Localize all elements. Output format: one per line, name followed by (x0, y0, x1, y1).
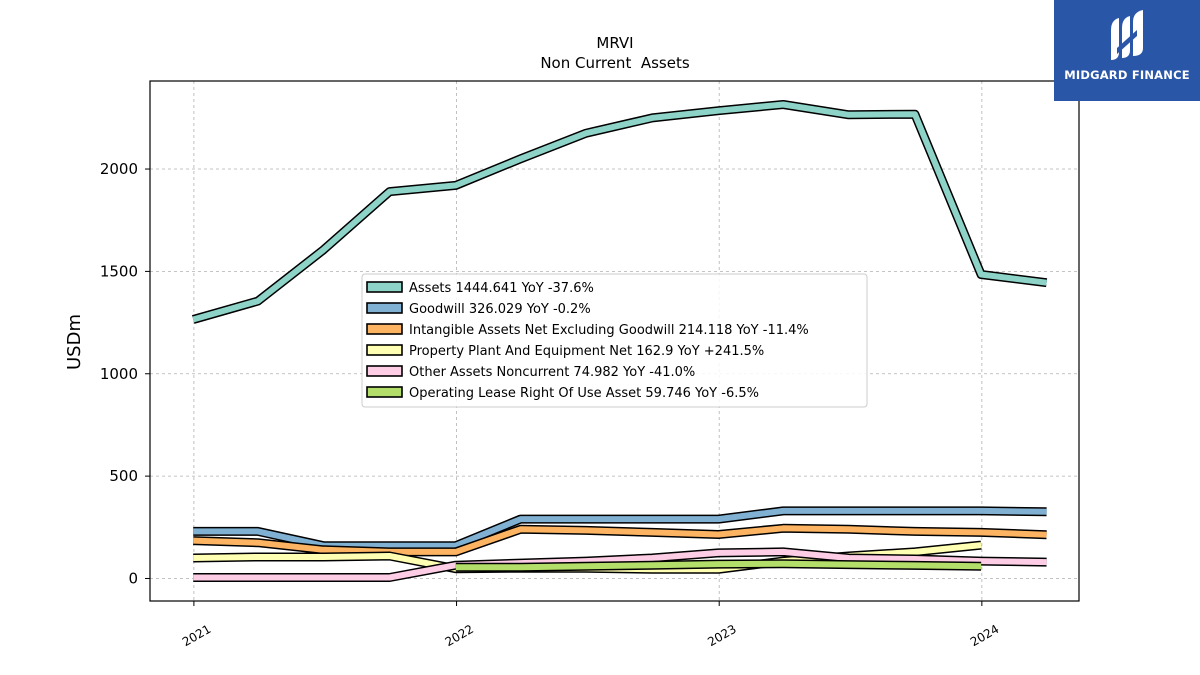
series-5-line (455, 559, 982, 572)
legend-entry: Assets 1444.641 YoY -37.6% (409, 281, 594, 296)
y-tick-label: 2000 (100, 160, 138, 178)
plot-frame (149, 80, 1080, 602)
chart-title: MRVI (596, 34, 633, 52)
midgard-finance-logo: MIDGARD FINANCE (1054, 0, 1200, 101)
midgard-m-logo-icon (1111, 10, 1143, 60)
x-tick-label: 2024 (968, 622, 1001, 649)
legend-swatch (366, 344, 403, 356)
legend-swatch (366, 302, 403, 314)
x-tick-label: 2022 (443, 622, 476, 649)
legend-box (361, 273, 868, 408)
x-tick-label: 2023 (705, 622, 738, 649)
legend-swatch (366, 365, 403, 377)
chart-subtitle: Non Current Assets (540, 54, 690, 72)
y-tick-label: 0 (128, 569, 138, 587)
legend-entry: Intangible Assets Net Excluding Goodwill… (409, 323, 809, 338)
series-layer (191, 100, 1048, 582)
series-2-line (193, 523, 1047, 557)
legend-entry: Other Assets Noncurrent 74.982 YoY -41.0… (409, 365, 695, 380)
y-tick-label: 1000 (100, 365, 138, 383)
y-axis-label: USDm (64, 314, 85, 370)
legend-entry: Operating Lease Right Of Use Asset 59.74… (409, 386, 759, 401)
legend-entry: Goodwill 326.029 YoY -0.2% (409, 302, 591, 317)
legend-swatch (366, 323, 403, 335)
logo-text: MIDGARD FINANCE (1064, 68, 1190, 82)
y-tick-label: 500 (109, 467, 138, 485)
y-tick-label: 1500 (100, 262, 138, 280)
legend-swatch (366, 281, 403, 293)
series-0-line (191, 100, 1048, 324)
x-tick-label: 2021 (180, 622, 213, 649)
series-4-line (193, 547, 1047, 582)
legend-entry: Property Plant And Equipment Net 162.9 Y… (409, 344, 764, 359)
legend: Assets 1444.641 YoY -37.6% Goodwill 326.0… (361, 273, 868, 408)
legend-swatch (366, 386, 403, 398)
